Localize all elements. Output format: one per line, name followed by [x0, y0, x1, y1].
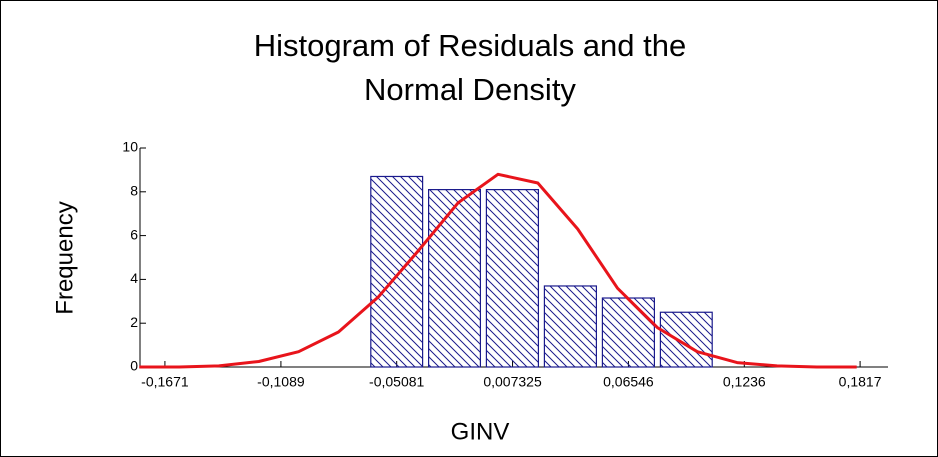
x-tick-label: 0,007325 — [483, 374, 542, 390]
y-tick-label: 10 — [122, 139, 138, 155]
x-tick-label: -0,05081 — [369, 374, 424, 390]
chart-title: Histogram of Residuals and the — [254, 28, 687, 63]
y-tick-label: 8 — [130, 183, 138, 199]
bar — [543, 285, 598, 368]
y-tick-label: 6 — [130, 226, 138, 242]
bar — [370, 175, 424, 368]
x-axis-label: GINV — [451, 418, 510, 445]
bar — [601, 297, 656, 368]
x-tick-label: -0,1089 — [257, 374, 305, 390]
y-tick-label: 2 — [130, 314, 138, 330]
x-tick-label: 0,1817 — [839, 374, 882, 390]
x-tick-label: 0,1236 — [723, 374, 766, 390]
y-tick-label: 4 — [130, 270, 138, 286]
density-curve — [139, 172, 857, 369]
bar — [659, 311, 713, 368]
bar — [485, 189, 540, 368]
x-tick-label: 0,06546 — [603, 374, 654, 390]
y-axis-label: Frequency — [51, 201, 78, 314]
bar — [428, 189, 482, 368]
y-tick-label: 0 — [130, 358, 138, 374]
chart-title: Normal Density — [364, 72, 576, 107]
x-tick-label: -0,1671 — [141, 374, 189, 390]
